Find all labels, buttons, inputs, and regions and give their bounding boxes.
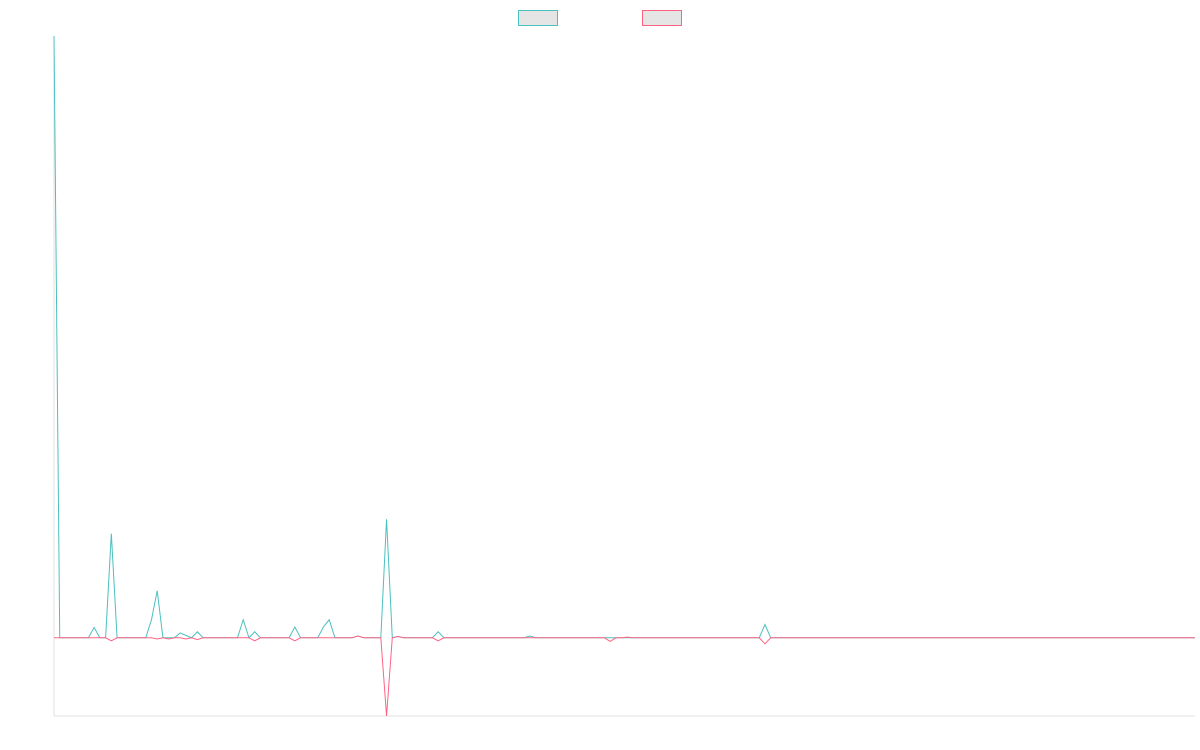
legend-swatch (642, 10, 682, 26)
series-line (54, 635, 1195, 717)
series-line (53, 35, 1195, 639)
legend-swatch (518, 10, 558, 26)
